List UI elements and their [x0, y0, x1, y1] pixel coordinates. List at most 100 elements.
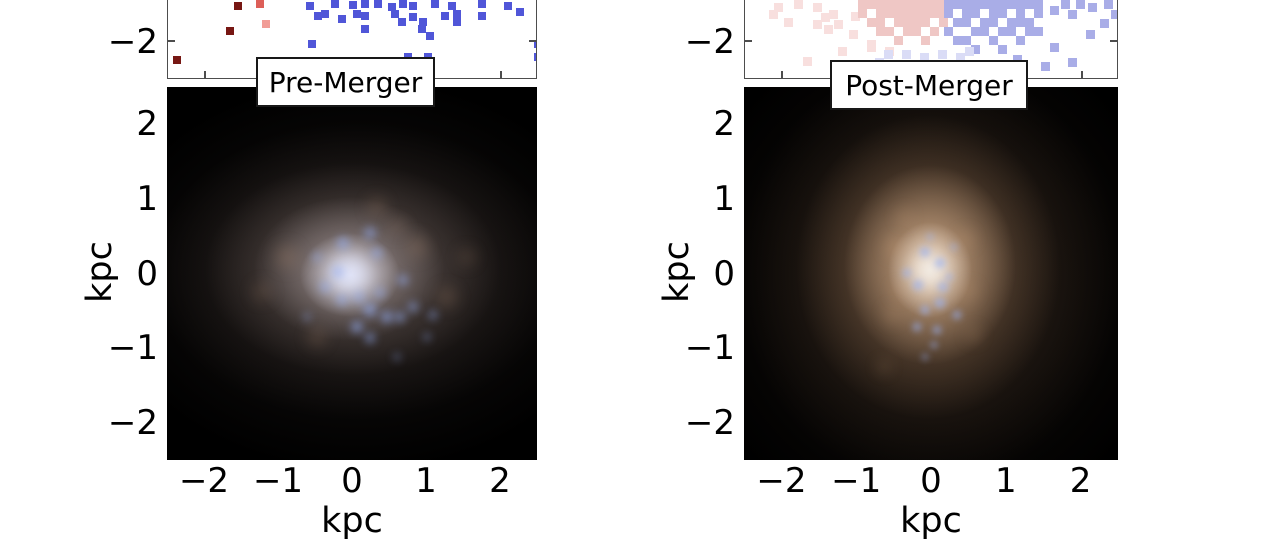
xtick-label: −2 — [756, 461, 807, 501]
strip-ytick-mark — [745, 40, 752, 42]
strip-cell — [398, 18, 406, 26]
strip-cell — [1025, 18, 1034, 27]
pre-merger-strip-ytick-label: −2 — [107, 22, 158, 62]
galaxy-clump — [958, 281, 980, 303]
strip-cell — [504, 2, 512, 10]
strip-cell — [920, 53, 929, 62]
galaxy-clump — [364, 194, 390, 220]
strip-cell — [338, 15, 346, 23]
strip-cell — [956, 53, 965, 62]
strip-cell — [876, 9, 885, 18]
galaxy-clump — [928, 339, 940, 351]
strip-cell — [813, 3, 822, 12]
ytick-label: −1 — [107, 328, 158, 369]
strip-cell — [534, 53, 536, 61]
xtick-label: 0 — [341, 461, 363, 501]
strip-cell — [912, 18, 921, 27]
galaxy-clump — [930, 323, 944, 337]
post-merger-galaxy-image — [744, 87, 1118, 460]
galaxy-clump — [426, 308, 440, 322]
strip-cell — [262, 20, 270, 28]
strip-cell — [894, 9, 903, 18]
galaxy-clump — [361, 224, 379, 242]
strip-cell — [885, 0, 894, 9]
strip-cell — [1007, 18, 1016, 27]
galaxy-clump — [889, 282, 909, 302]
strip-cell — [803, 57, 812, 66]
strip-cell — [903, 18, 912, 27]
ytick-label: −2 — [107, 402, 158, 443]
strip-cell — [331, 0, 339, 8]
strip-cell — [944, 0, 953, 9]
ytick-label: 2 — [713, 104, 735, 145]
strip-cell — [921, 9, 930, 18]
strip-cell — [971, 45, 980, 54]
strip-cell — [867, 18, 876, 27]
galaxy-clump — [304, 324, 330, 350]
strip-cell — [388, 3, 396, 11]
strip-cell — [431, 0, 439, 8]
galaxy-clump — [910, 320, 924, 334]
strip-cell — [314, 12, 322, 20]
galaxy-clump — [372, 285, 388, 301]
strip-cell — [903, 0, 912, 9]
galaxy-clump — [894, 207, 914, 227]
strip-cell — [876, 0, 885, 9]
strip-cell — [1088, 3, 1097, 12]
strip-cell — [1068, 58, 1077, 67]
strip-cell — [353, 10, 361, 18]
post-merger-xaxis-label: kpc — [900, 501, 962, 541]
strip-xtick-mark — [1080, 71, 1083, 78]
galaxy-clump — [919, 351, 931, 363]
strip-cell — [1104, 0, 1113, 9]
strip-cell — [902, 50, 911, 59]
strip-cell — [998, 0, 1007, 9]
strip-cell — [774, 3, 783, 12]
pre-merger-title-text: Pre-Merger — [268, 65, 423, 99]
galaxy-clump — [369, 245, 385, 261]
galaxy-clump — [948, 241, 960, 253]
strip-cell — [884, 50, 893, 59]
strip-cell — [938, 50, 947, 59]
strip-cell — [426, 32, 434, 40]
post-merger-strip-ytick-label: −2 — [684, 22, 735, 62]
strip-cell — [419, 18, 427, 26]
galaxy-clump — [301, 311, 313, 323]
strip-cell — [1061, 0, 1070, 9]
strip-cell — [876, 18, 885, 27]
strip-cell — [980, 18, 989, 27]
ytick-label: 0 — [713, 253, 735, 294]
galaxy-clump — [385, 215, 409, 239]
strip-ytick-mark — [529, 40, 536, 42]
strip-cell — [921, 36, 930, 45]
strip-cell — [834, 20, 843, 29]
galaxy-clump — [391, 351, 403, 363]
strip-cell — [478, 0, 486, 8]
strip-cell — [962, 18, 971, 27]
strip-cell — [953, 18, 962, 27]
xtick-label: −2 — [178, 461, 230, 501]
strip-cell — [794, 0, 803, 9]
galaxy-clump — [900, 266, 914, 280]
strip-cell — [953, 36, 962, 45]
xtick-label: 0 — [920, 461, 942, 501]
galaxy-clump — [433, 283, 461, 311]
strip-cell — [1034, 0, 1043, 9]
strip-cell — [1016, 18, 1025, 27]
strip-cell — [944, 9, 953, 18]
strip-cell — [962, 0, 971, 9]
xtick-label: 1 — [415, 461, 437, 501]
strip-cell — [256, 0, 264, 8]
strip-ytick-mark — [1110, 40, 1117, 42]
xtick-label: 1 — [994, 461, 1017, 501]
strip-cell — [894, 0, 903, 9]
strip-cell — [448, 2, 456, 10]
xtick-label: 2 — [1069, 461, 1092, 501]
galaxy-clump — [329, 263, 347, 281]
galaxy-clump — [950, 308, 964, 322]
strip-cell — [858, 0, 867, 9]
strip-cell — [534, 40, 536, 48]
strip-cell — [1050, 6, 1059, 15]
xtick-label: −1 — [252, 461, 304, 501]
strip-cell — [998, 9, 1007, 18]
